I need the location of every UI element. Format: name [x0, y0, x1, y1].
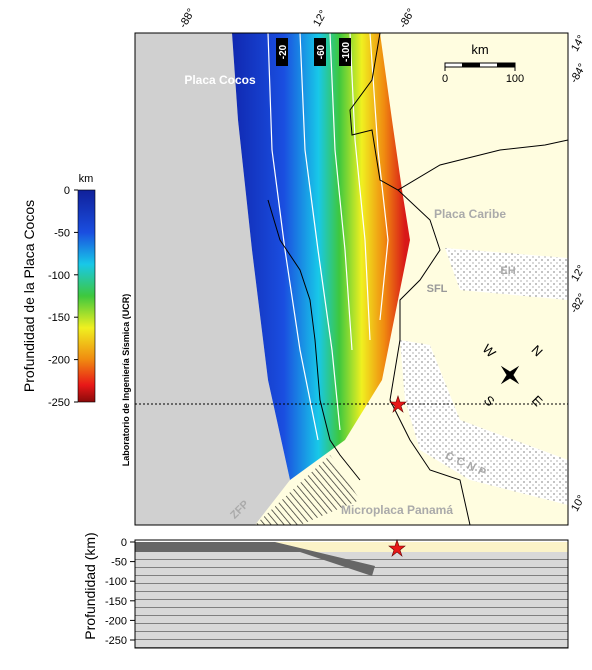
- contour-label-bg: [339, 38, 351, 66]
- slab-profile: [135, 542, 375, 576]
- section-ylabel: Profundidad (km): [82, 532, 98, 639]
- epicenter: [389, 395, 407, 413]
- scale-unit: km: [471, 42, 488, 57]
- contour-label: -100: [341, 42, 352, 62]
- colorbar-tick-label: -100: [48, 270, 70, 282]
- section: [134, 539, 569, 649]
- contour-label: -20: [278, 44, 289, 59]
- contours: [267, 32, 389, 441]
- colorbar-title: Profundidad de la Placa Cocos: [21, 200, 37, 392]
- stipple: [400, 248, 568, 505]
- colorbar-tick-label: 0: [64, 185, 70, 197]
- colorbar-tick-label: -250: [48, 397, 70, 409]
- contour-label: -60: [316, 44, 327, 59]
- crust: [135, 542, 568, 552]
- coord-label: 12°: [569, 263, 588, 283]
- coord-label: -82°: [568, 292, 589, 316]
- label: Placa Cocos: [184, 73, 256, 87]
- coord-label: -88°: [177, 7, 198, 31]
- label: SFL: [427, 283, 448, 295]
- contour-label-bg: [314, 38, 326, 66]
- section-epicenter: [388, 539, 406, 557]
- credit: Laboratorio de Ingeniería Sísmica (UCR): [121, 294, 131, 467]
- section-tick-label: -150: [105, 596, 127, 608]
- coord-label: 10°: [569, 493, 588, 513]
- scale-bar: [497, 63, 515, 67]
- coastline: [267, 32, 569, 526]
- coord-label: 14°: [569, 33, 588, 53]
- colorbar-tick-label: -200: [48, 355, 70, 367]
- coord-label: -84°: [568, 62, 589, 86]
- label: EH: [500, 265, 515, 277]
- coord-label: 12°: [311, 8, 330, 28]
- colorbar-tick-label: -50: [54, 227, 70, 239]
- slab-depth: [232, 33, 410, 480]
- label: Placa Caribe: [434, 207, 506, 221]
- compass: [500, 365, 520, 385]
- section-tick-label: -50: [111, 557, 127, 569]
- coord-label: -86°: [397, 7, 418, 31]
- label: Microplaca Panamá: [341, 503, 453, 517]
- section-tick-label: -100: [105, 576, 127, 588]
- fracture-zone: [255, 455, 360, 525]
- section-bg: [135, 542, 568, 648]
- contour-label-bg: [276, 38, 288, 66]
- colorbar-unit: km: [79, 173, 94, 185]
- scale-tick-label: 0: [442, 73, 448, 85]
- section-tick-label: -200: [105, 615, 127, 627]
- section-tick-label: -250: [105, 635, 127, 647]
- map-frame: [134, 32, 569, 526]
- ocean: [135, 33, 290, 525]
- scale-bar: [462, 63, 480, 67]
- section-frame: [134, 539, 569, 649]
- section-tick-label: 0: [121, 537, 127, 549]
- colorbar: [77, 189, 96, 403]
- map: [134, 32, 569, 526]
- colorbar-tick-label: -150: [48, 312, 70, 324]
- scale-tick-label: 100: [506, 73, 524, 85]
